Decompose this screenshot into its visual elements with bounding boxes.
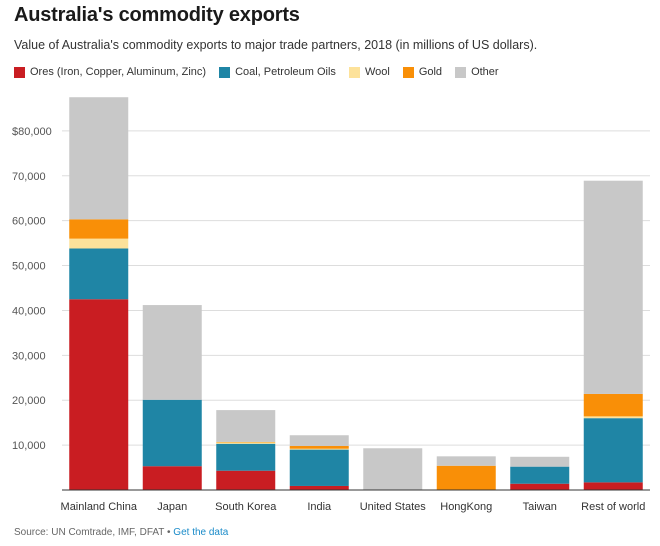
bar-japan-ores (142, 466, 202, 490)
legend-item-wool: Wool (348, 66, 390, 78)
legend: Ores (Iron, Copper, Aluminum, Zinc) Coal… (14, 66, 512, 78)
legend-label-wool: Wool (364, 66, 390, 78)
y-tick-label-70000: 70,000 (12, 171, 46, 183)
bar-japan-other (142, 305, 202, 400)
get-the-data-link[interactable]: Get the data (173, 527, 229, 538)
bar-south-korea-wool (216, 442, 276, 444)
bar-mainland-china-coal (69, 248, 129, 300)
legend-swatch-coal (219, 66, 231, 78)
bar-rest-of-world-coal (583, 418, 643, 483)
legend-label-other: Other (471, 66, 499, 78)
bar-rest-of-world-wool (583, 416, 643, 419)
y-tick-label-80000: $80,000 (12, 126, 52, 138)
legend-swatch-gold (402, 66, 414, 78)
legend-item-gold: Gold (402, 66, 443, 78)
bar-india-other (289, 435, 349, 447)
legend-swatch-other (455, 66, 467, 78)
bar-south-korea-other (216, 410, 276, 442)
legend-item-other: Other (455, 66, 499, 78)
bar-mainland-china-other (69, 97, 129, 220)
y-tick-label-30000: 30,000 (12, 350, 46, 362)
x-tick-label-rest-of-world: Rest of world (581, 501, 645, 513)
bars (69, 97, 643, 490)
footer: Source: UN Comtrade, IMF, DFAT • Get the… (14, 527, 228, 538)
y-tick-label-40000: 40,000 (12, 305, 46, 317)
legend-item-ores: Ores (Iron, Copper, Aluminum, Zinc) (14, 66, 206, 78)
y-tick-label-20000: 20,000 (12, 395, 46, 407)
legend-item-coal: Coal, Petroleum Oils (219, 66, 336, 78)
bar-mainland-china-wool (69, 238, 129, 249)
footer-separator: • (164, 527, 174, 538)
source-text: Source: UN Comtrade, IMF, DFAT (14, 527, 165, 538)
x-tick-label-japan: Japan (157, 501, 187, 513)
bar-india-wool (289, 448, 349, 450)
bar-india-ores (289, 485, 349, 490)
chart-title: Australia's commodity exports (14, 4, 300, 26)
bar-mainland-china-gold (69, 219, 129, 239)
bar-rest-of-world-ores (583, 482, 643, 490)
bar-taiwan-ores (510, 483, 570, 490)
bar-united-states-other (363, 448, 423, 490)
bar-hongkong-gold (436, 465, 496, 490)
x-tick-label-india: India (307, 501, 332, 513)
x-tick-label-mainland-china: Mainland China (61, 501, 138, 513)
bar-rest-of-world-gold (583, 393, 643, 417)
legend-label-coal: Coal, Petroleum Oils (235, 66, 336, 78)
x-tick-label-south-korea: South Korea (215, 501, 277, 513)
bar-rest-of-world-other (583, 180, 643, 394)
x-tick-label-taiwan: Taiwan (523, 501, 557, 513)
bar-india-gold (289, 446, 349, 449)
chart-subtitle: Value of Australia's commodity exports t… (14, 38, 538, 52)
bar-mainland-china-ores (69, 299, 129, 490)
labels: 10,000 20,000 30,000 40,000 50,000 60,000 70,0… (12, 126, 650, 513)
bar-south-korea-coal (216, 443, 276, 471)
bar-taiwan-coal (510, 466, 570, 484)
bar-hongkong-other (436, 456, 496, 466)
x-tick-label-united-states: United States (360, 501, 427, 513)
y-tick-label-60000: 60,000 (12, 216, 46, 228)
bar-south-korea-ores (216, 470, 276, 490)
bar-taiwan-other (510, 456, 570, 467)
bar-japan-coal (142, 399, 202, 467)
legend-swatch-wool (348, 66, 360, 78)
legend-swatch-ores (14, 66, 25, 78)
x-tick-label-hongkong: HongKong (440, 501, 492, 513)
legend-label-ores: Ores (Iron, Copper, Aluminum, Zinc) (30, 66, 207, 78)
y-tick-label-10000: 10,000 (12, 440, 46, 452)
bar-india-coal (289, 449, 349, 486)
y-tick-label-50000: 50,000 (12, 261, 46, 273)
legend-label-gold: Gold (418, 66, 443, 78)
